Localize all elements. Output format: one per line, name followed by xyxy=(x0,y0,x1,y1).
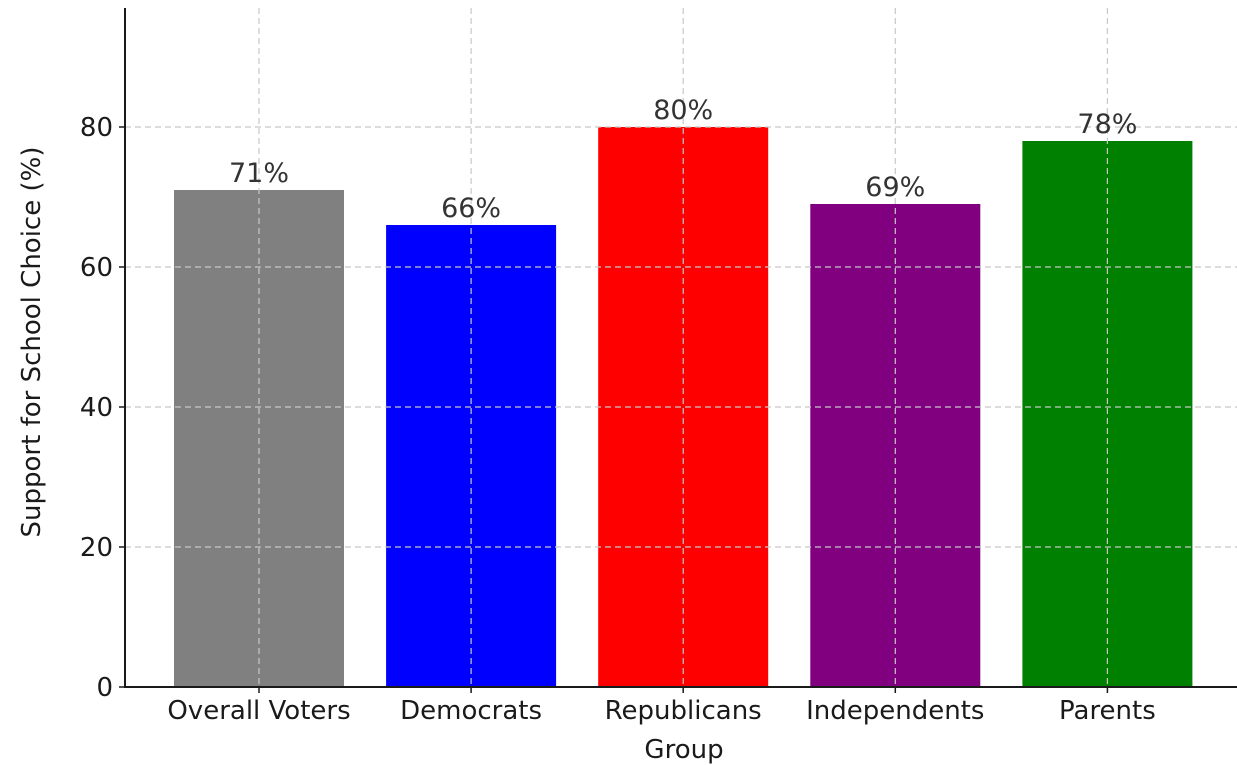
x-tick-label: Republicans xyxy=(605,696,762,726)
y-ticks: 0 20 40 60 80 xyxy=(80,113,125,703)
y-tick-label: 20 xyxy=(80,533,113,563)
bar-democrats xyxy=(386,225,557,687)
axes xyxy=(124,8,1237,688)
x-tick-label: Parents xyxy=(1059,696,1156,726)
y-tick-label: 0 xyxy=(96,673,113,703)
data-labels: 71% 66% 80% 69% 78% xyxy=(229,95,1137,224)
data-label: 78% xyxy=(1077,109,1137,140)
x-tick-label: Overall Voters xyxy=(167,696,350,726)
y-axis-title: Support for School Choice (%) xyxy=(17,147,47,538)
x-tick-label: Independents xyxy=(806,696,984,726)
grid xyxy=(125,8,1237,687)
data-label: 69% xyxy=(865,172,925,203)
data-label: 71% xyxy=(229,158,289,189)
data-label: 66% xyxy=(441,193,501,224)
bar-independents xyxy=(810,204,981,687)
x-tick-label: Democrats xyxy=(400,696,542,726)
data-label: 80% xyxy=(653,95,713,126)
y-tick-label: 60 xyxy=(80,253,113,283)
x-axis-title: Group xyxy=(644,735,723,765)
x-ticks: Overall Voters Democrats Republicans Indepe… xyxy=(167,687,1156,726)
y-tick-label: 80 xyxy=(80,113,113,143)
y-tick-label: 40 xyxy=(80,393,113,423)
